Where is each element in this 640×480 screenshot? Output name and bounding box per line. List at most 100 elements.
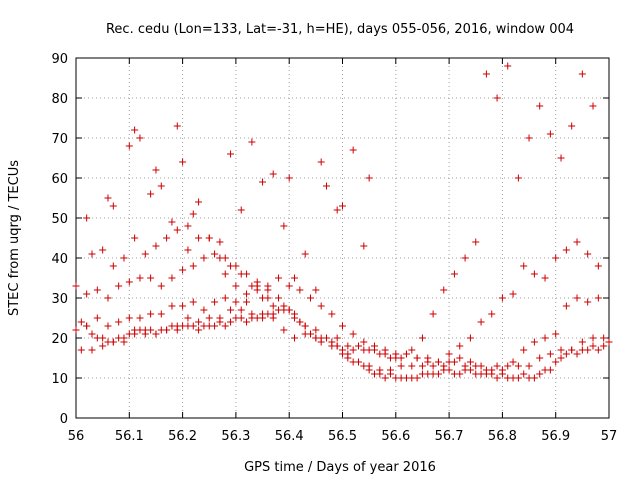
data-point [227, 318, 235, 326]
data-point [88, 250, 96, 258]
data-point [456, 370, 464, 378]
data-point [237, 206, 245, 214]
data-point [115, 282, 123, 290]
data-point [312, 334, 320, 342]
data-point [269, 314, 277, 322]
data-point [221, 322, 229, 330]
data-point [381, 374, 389, 382]
data-point [594, 346, 602, 354]
data-point [157, 310, 165, 318]
data-point [397, 362, 405, 370]
data-point [211, 298, 219, 306]
y-tick-label: 40 [51, 252, 68, 267]
data-point [227, 150, 235, 158]
data-point [424, 358, 432, 366]
data-point [456, 354, 464, 362]
data-point [285, 174, 293, 182]
data-point [397, 354, 405, 362]
data-point [168, 274, 176, 282]
data-point [168, 302, 176, 310]
data-point [147, 310, 155, 318]
x-tick-label: 56 [68, 429, 85, 444]
x-tick-label: 56.3 [221, 429, 250, 444]
data-point [173, 226, 181, 234]
data-point [488, 366, 496, 374]
data-point [125, 314, 133, 322]
data-point [498, 294, 506, 302]
data-point [243, 290, 251, 298]
data-point [573, 238, 581, 246]
data-point [402, 350, 410, 358]
data-point [200, 306, 208, 314]
data-point [339, 202, 346, 210]
data-point [584, 346, 592, 354]
data-point [344, 350, 352, 358]
data-point [466, 366, 474, 374]
data-point [589, 102, 597, 110]
data-point [163, 234, 171, 242]
data-point [131, 234, 139, 242]
data-point [157, 182, 165, 190]
data-point [552, 330, 560, 338]
data-point [83, 214, 91, 222]
data-point [488, 310, 496, 318]
data-point [173, 326, 181, 334]
data-point [136, 134, 144, 142]
data-point [546, 350, 554, 358]
data-point [195, 234, 203, 242]
data-point [493, 94, 501, 102]
data-point [600, 334, 608, 342]
data-point [360, 338, 368, 346]
data-point [72, 326, 80, 334]
data-point [445, 358, 453, 366]
y-tick-label: 70 [51, 132, 68, 147]
data-point [147, 274, 155, 282]
data-point [152, 330, 160, 338]
data-point [584, 298, 592, 306]
x-tick-label: 56.1 [115, 429, 144, 444]
data-point [376, 350, 384, 358]
data-point [450, 270, 458, 278]
data-point [562, 246, 570, 254]
data-point [408, 362, 416, 370]
data-point [264, 286, 272, 294]
data-point [434, 370, 442, 378]
data-point [530, 374, 538, 382]
data-point [205, 234, 213, 242]
data-point [509, 358, 517, 366]
data-point [275, 274, 283, 282]
x-tick-label: 56.7 [435, 429, 464, 444]
data-point [562, 302, 570, 310]
data-point [99, 342, 107, 350]
data-point [317, 158, 325, 166]
data-point [328, 342, 336, 350]
data-point [136, 274, 144, 282]
data-point [386, 366, 394, 374]
data-point [546, 130, 554, 138]
data-point [147, 190, 155, 198]
data-point [285, 306, 293, 314]
data-point [541, 274, 549, 282]
data-point [301, 322, 309, 330]
data-point [504, 362, 512, 370]
data-point [445, 366, 453, 374]
x-tick-label: 56.6 [381, 429, 410, 444]
y-tick-label: 90 [51, 52, 68, 67]
data-point [120, 338, 128, 346]
data-point [216, 314, 224, 322]
data-point [99, 246, 107, 254]
data-point [482, 70, 490, 78]
y-tick-label: 80 [51, 92, 68, 107]
data-point [557, 354, 565, 362]
data-point [83, 290, 91, 298]
data-point [376, 366, 384, 374]
x-tick-label: 56.9 [541, 429, 570, 444]
data-point [83, 322, 91, 330]
data-point [109, 202, 117, 210]
data-point [466, 334, 474, 342]
data-point [301, 250, 309, 258]
data-point [109, 262, 117, 270]
data-point [573, 294, 581, 302]
data-point [131, 330, 139, 338]
